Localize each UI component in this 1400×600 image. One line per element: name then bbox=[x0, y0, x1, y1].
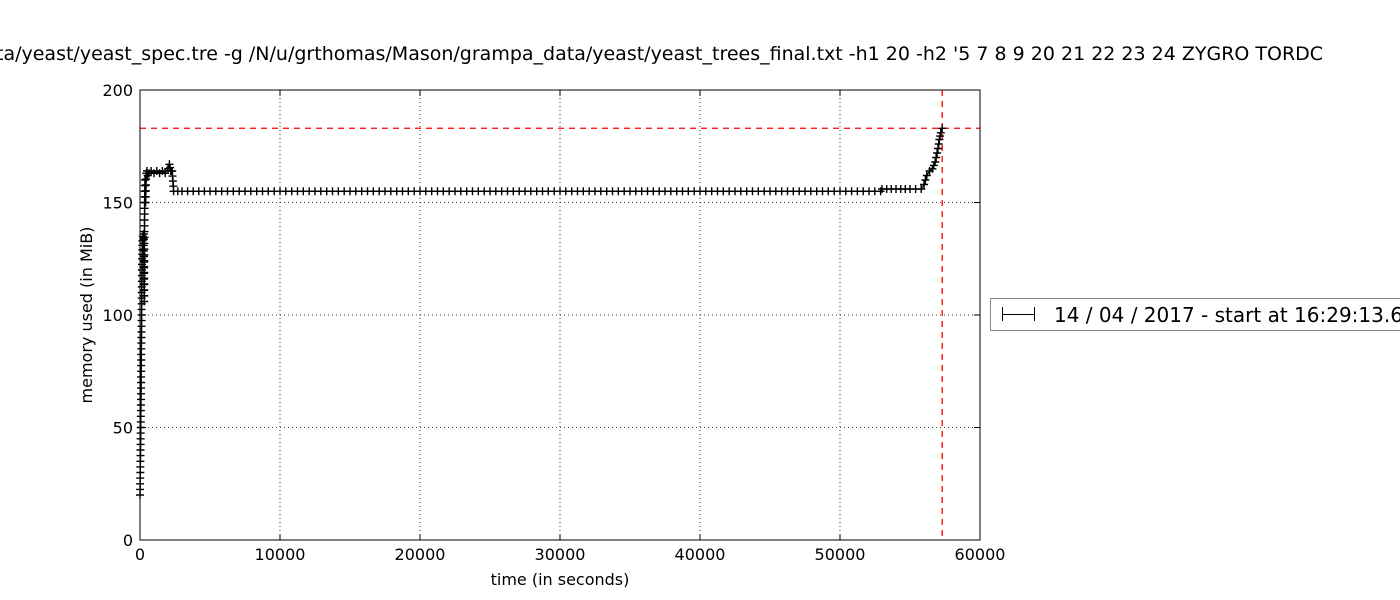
y-tick-label: 0 bbox=[123, 531, 133, 550]
legend-marker-right bbox=[1034, 307, 1035, 321]
legend-label: 14 / 04 / 2017 - start at 16:29:13.6 bbox=[1054, 303, 1400, 327]
x-tick-label: 30000 bbox=[535, 545, 586, 564]
x-tick-label: 50000 bbox=[815, 545, 866, 564]
y-tick-label: 50 bbox=[113, 419, 133, 438]
legend-line-swatch bbox=[1002, 314, 1034, 315]
legend-marker-left bbox=[1002, 307, 1003, 321]
memory-series-line bbox=[139, 128, 943, 496]
series-marker bbox=[921, 176, 930, 184]
series-marker bbox=[931, 158, 940, 166]
series-marker bbox=[932, 153, 941, 162]
x-axis-label: time (in seconds) bbox=[491, 570, 630, 589]
series-marker bbox=[917, 185, 926, 193]
chart-title: ta/yeast/yeast_spec.tre -g /N/u/grthomas… bbox=[0, 43, 1324, 65]
series-marker bbox=[928, 164, 937, 173]
legend: 14 / 04 / 2017 - start at 16:29:13.6 bbox=[990, 298, 1400, 331]
tick-layer: 0 10000 20000 30000 40000 50000 60000 0 50 100 150… bbox=[102, 81, 1005, 564]
x-tick-label: 40000 bbox=[675, 545, 726, 564]
y-tick-label: 150 bbox=[102, 194, 133, 213]
grid-layer bbox=[140, 90, 980, 540]
series-marker bbox=[161, 169, 170, 178]
reference-lines bbox=[140, 90, 980, 540]
series-marker bbox=[936, 128, 945, 137]
y-tick-label: 100 bbox=[102, 306, 133, 325]
x-tick-label: 10000 bbox=[255, 545, 306, 564]
series-marker bbox=[920, 180, 928, 189]
series-marker bbox=[929, 161, 938, 170]
y-tick-label: 200 bbox=[102, 81, 133, 100]
x-tick-label: 20000 bbox=[395, 545, 446, 564]
series-layer bbox=[136, 124, 947, 499]
series-marker bbox=[938, 124, 947, 133]
x-tick-label: 60000 bbox=[955, 545, 1006, 564]
series-marker bbox=[922, 171, 931, 180]
series-marker bbox=[933, 149, 942, 157]
y-axis-label: memory used (in MiB) bbox=[77, 227, 96, 404]
x-tick-label: 0 bbox=[135, 545, 145, 564]
